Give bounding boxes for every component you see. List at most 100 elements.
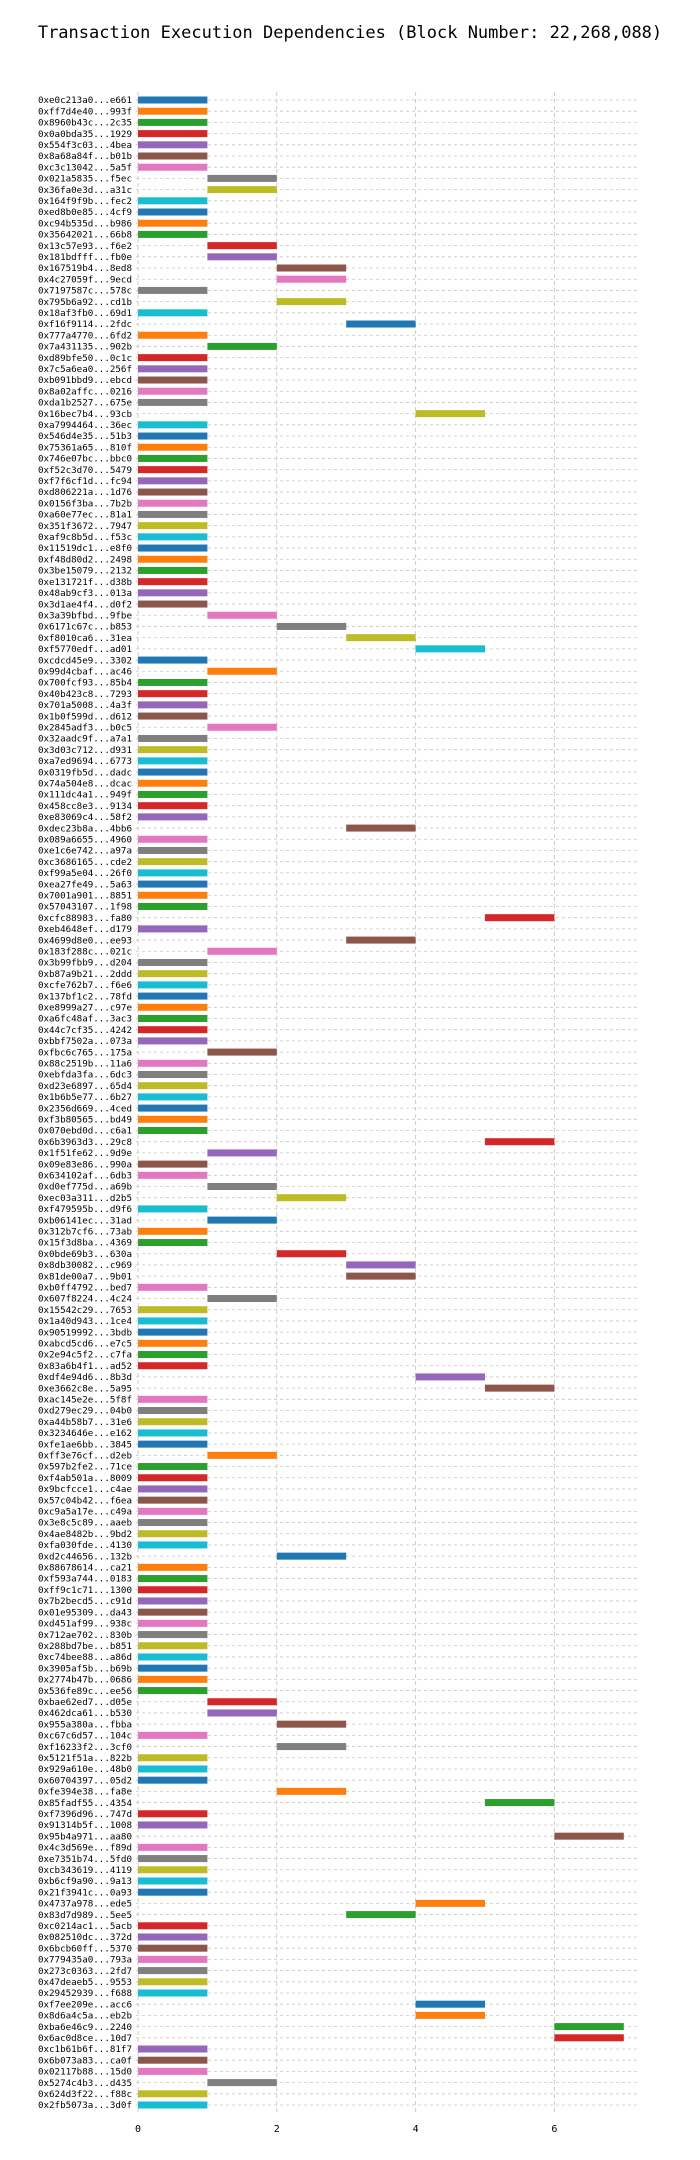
dependency-bar [138, 1003, 208, 1011]
dependency-bar [138, 1619, 208, 1627]
dependency-bar [346, 1911, 416, 1919]
dependency-bar [138, 1093, 208, 1101]
transaction-label: 0x36fa0e3d...a31c [38, 185, 132, 196]
transaction-label: 0xe131721f...d38b [38, 577, 132, 588]
transaction-label: 0x3905af5b...b69b [38, 1663, 132, 1674]
dependency-bar [138, 1171, 208, 1179]
transaction-label: 0x167519b4...8ed8 [38, 263, 132, 274]
dependency-bar [138, 331, 208, 339]
dependency-bar [138, 835, 208, 843]
dependency-bar [138, 1026, 208, 1034]
dependency-bar [276, 1552, 347, 1560]
dependency-bar [276, 1250, 347, 1258]
dependency-bar [138, 219, 208, 227]
transaction-label: 0x81de00a7...9b01 [38, 1271, 132, 1282]
dependency-bar [138, 499, 208, 507]
transaction-label: 0xff9c1c71...1300 [38, 1585, 132, 1596]
transaction-label: 0xba6e46c9...2240 [38, 2022, 132, 2033]
dependency-bar [138, 1407, 208, 1415]
dependency-bar [207, 667, 277, 675]
dependency-bar [138, 1351, 208, 1359]
dependency-bar [138, 522, 208, 530]
transaction-label: 0x3a39bfbd...9fbe [38, 610, 132, 621]
dependency-bar [138, 1507, 208, 1515]
dependency-bar [346, 1272, 416, 1280]
dependency-bar [485, 1799, 555, 1807]
dependency-bar [138, 208, 208, 216]
transaction-label: 0xf479595b...d9f6 [38, 1204, 132, 1215]
dependency-bar [346, 320, 416, 328]
dependency-bar [138, 354, 208, 362]
transaction-label: 0x88678614...ca21 [38, 1563, 132, 1574]
transaction-label: 0xe83069c4...58f2 [38, 812, 132, 823]
dependency-bar [138, 1888, 208, 1896]
transaction-label: 0x082510dc...372d [38, 1932, 132, 1943]
transaction-label: 0x070ebd0d...c6a1 [38, 1126, 132, 1137]
dependency-bar [138, 1731, 208, 1739]
dependency-bar [138, 1563, 208, 1571]
transaction-label: 0xb87a9b21...2ddd [38, 969, 132, 980]
transaction-label: 0x1b6b5e77...6b27 [38, 1092, 132, 1103]
transaction-label: 0xbbf7502a...073a [38, 1036, 132, 1047]
dependency-bar [138, 779, 208, 787]
transaction-label: 0xed8b0e85...4cf9 [38, 207, 132, 218]
transaction-label: 0x021a5835...f5ec [38, 174, 132, 185]
dependency-bar [138, 118, 208, 126]
transaction-label: 0x777a4770...6fd2 [38, 330, 132, 341]
transaction-label: 0xd89bfe50...0c1c [38, 353, 132, 364]
dependency-bar [138, 813, 208, 821]
transaction-label: 0xb091bbd9...ebcd [38, 375, 132, 386]
dependency-bar [207, 2079, 277, 2087]
dependency-bar [138, 1496, 208, 1504]
dependency-bar [207, 1048, 277, 1056]
transaction-label: 0xcb343619...4119 [38, 1865, 132, 1876]
dependency-bar [485, 914, 555, 922]
transaction-label: 0x85fadf55...4354 [38, 1798, 133, 1809]
transaction-label: 0x4737a978...ede5 [38, 1899, 132, 1910]
dependency-bar [138, 600, 208, 608]
transaction-label: 0x47deaeb5...9553 [38, 1977, 132, 1988]
transaction-label: 0xcfc88983...fa80 [38, 913, 132, 924]
dependency-bar [138, 141, 208, 149]
dependency-bar [138, 746, 208, 754]
horizontal-gridlines [136, 99, 640, 2106]
transaction-label: 0x3d03c712...d931 [38, 745, 132, 756]
transaction-label: 0x57c04b42...f6ea [38, 1495, 132, 1506]
transaction-label: 0xaf9c8b5d...f53c [38, 532, 132, 543]
x-axis-ticks: 0 2 4 6 [135, 2124, 557, 2135]
transaction-label: 0x09e83e86...990a [38, 1159, 132, 1170]
transaction-label: 0x6171c67c...b853 [38, 622, 132, 633]
dependency-bar [138, 510, 208, 518]
transaction-label: 0xa7ed9694...6773 [38, 756, 132, 767]
dependency-bar [207, 242, 277, 250]
transaction-label: 0x4ae8482b...9bd2 [38, 1529, 132, 1540]
transaction-label: 0xff7d4e40...993f [38, 106, 132, 117]
transaction-label: 0xe0c213a0...e661 [38, 95, 132, 106]
dependency-bar [138, 1082, 208, 1090]
transaction-labels: 0xe0c213a0...e6610xff7d4e40...993f0x8960… [38, 95, 133, 2111]
dependency-bar [138, 1115, 208, 1123]
transaction-label: 0x1b0f599d...d612 [38, 711, 132, 722]
transaction-label: 0xa60e77ec...81a1 [38, 510, 132, 521]
dependency-bar [138, 1597, 208, 1605]
dependency-bar [276, 1787, 347, 1795]
dependency-bar [138, 1933, 208, 1941]
transaction-label: 0x5274c4b3...d435 [38, 2078, 132, 2089]
transaction-label: 0xac145e2e...5f8f [38, 1395, 132, 1406]
transaction-label: 0xd23e6897...65d4 [38, 1081, 133, 1092]
transaction-label: 0xf52c3d70...5479 [38, 465, 132, 476]
dependency-bar [138, 1855, 208, 1863]
transaction-label: 0xd0ef775d...a69b [38, 1182, 132, 1193]
dependency-bar [138, 1687, 208, 1695]
dependency-bar [138, 958, 208, 966]
dependency-bar [554, 2023, 624, 2031]
transaction-label: 0x15542c29...7653 [38, 1305, 132, 1316]
transaction-label: 0x288bd7be...b851 [38, 1641, 132, 1652]
transaction-label: 0xe8999a27...c97e [38, 1002, 132, 1013]
dependency-bars [138, 96, 624, 2109]
transaction-label: 0x6bcb60ff...5370 [38, 1943, 132, 1954]
dependency-bar [485, 1138, 555, 1146]
transaction-label: 0x15f3d8ba...4369 [38, 1238, 132, 1249]
transaction-label: 0xd451af99...938c [38, 1619, 132, 1630]
dependency-bar [415, 410, 485, 418]
